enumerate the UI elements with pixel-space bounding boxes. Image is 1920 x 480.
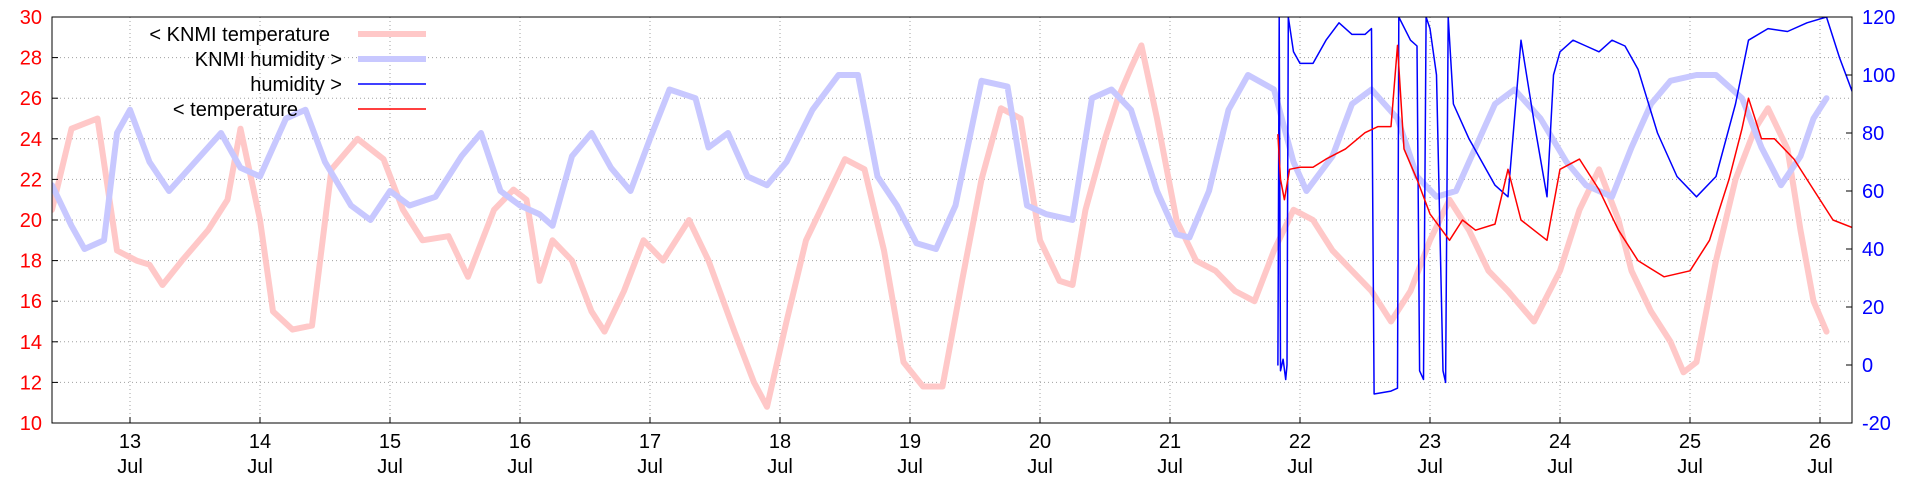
x-tick-label-day: 26 xyxy=(1809,431,1831,453)
legend-label: < temperature xyxy=(173,99,298,121)
x-tick-label-day: 18 xyxy=(769,431,791,453)
series-line-0 xyxy=(52,42,1830,410)
x-tick-label-month: Jul xyxy=(377,456,403,478)
x-tick-label-month: Jul xyxy=(1287,456,1313,478)
plot-area xyxy=(52,17,1852,410)
y-right-tick-label: 80 xyxy=(1862,123,1884,145)
y-right-tick-label: -20 xyxy=(1862,413,1891,435)
x-tick-label-month: Jul xyxy=(1807,456,1833,478)
x-tick-label-month: Jul xyxy=(637,456,663,478)
y-left-tick-label: 18 xyxy=(20,251,42,273)
x-tick-label-day: 14 xyxy=(249,431,271,453)
y-left-tick-label: 24 xyxy=(20,129,42,151)
legend: < KNMI temperature KNMI humidity > humidit… xyxy=(149,24,426,121)
series-line-3 xyxy=(1277,44,1852,278)
legend-label: < KNMI temperature xyxy=(149,24,330,46)
y-right-tick-label: 40 xyxy=(1862,239,1884,261)
x-tick-label-day: 16 xyxy=(509,431,531,453)
y-left-tick-label: 26 xyxy=(20,88,42,110)
y-left-tick-label: 28 xyxy=(20,48,42,70)
legend-label: humidity > xyxy=(250,74,342,96)
y-right-tick-label: 120 xyxy=(1862,7,1895,29)
y-left-tick-label: 10 xyxy=(20,413,42,435)
x-tick-label-day: 23 xyxy=(1419,431,1441,453)
y-right-tick-label: 100 xyxy=(1862,65,1895,87)
x-tick-label-day: 25 xyxy=(1679,431,1701,453)
x-tick-label-month: Jul xyxy=(1157,456,1183,478)
y-right-tick-label: 20 xyxy=(1862,297,1884,319)
x-tick-label-month: Jul xyxy=(1417,456,1443,478)
x-tick-label-month: Jul xyxy=(507,456,533,478)
y-left-tick-label: 16 xyxy=(20,291,42,313)
x-tick-label-month: Jul xyxy=(117,456,143,478)
x-tick-label-month: Jul xyxy=(897,456,923,478)
y-left-tick-label: 22 xyxy=(20,169,42,191)
x-tick-label-day: 22 xyxy=(1289,431,1311,453)
x-tick-label-day: 21 xyxy=(1159,431,1181,453)
x-tick-label-month: Jul xyxy=(1027,456,1053,478)
y-left-tick-label: 30 xyxy=(20,7,42,29)
x-tick-label-month: Jul xyxy=(767,456,793,478)
y-left-tick-label: 12 xyxy=(20,372,42,394)
series-line-2 xyxy=(1277,17,1852,395)
x-tick-label-month: Jul xyxy=(1547,456,1573,478)
legend-label: KNMI humidity > xyxy=(195,49,342,71)
y-right-tick-label: 0 xyxy=(1862,355,1873,377)
x-tick-label-day: 19 xyxy=(899,431,921,453)
y-right-tick-label: 60 xyxy=(1862,181,1884,203)
x-tick-label-day: 17 xyxy=(639,431,661,453)
axes: 10 12 14 16 18 20 22 24 26 28 30 -20 0 20 40 60 80 100 120… xyxy=(20,7,1896,478)
x-tick-label-month: Jul xyxy=(247,456,273,478)
series-line-1 xyxy=(52,72,1830,252)
x-tick-label-day: 24 xyxy=(1549,431,1571,453)
x-tick-label-day: 13 xyxy=(119,431,141,453)
y-left-tick-label: 14 xyxy=(20,332,42,354)
x-tick-label-day: 20 xyxy=(1029,431,1051,453)
x-tick-label-day: 15 xyxy=(379,431,401,453)
y-left-tick-label: 20 xyxy=(20,210,42,232)
x-tick-label-month: Jul xyxy=(1677,456,1703,478)
